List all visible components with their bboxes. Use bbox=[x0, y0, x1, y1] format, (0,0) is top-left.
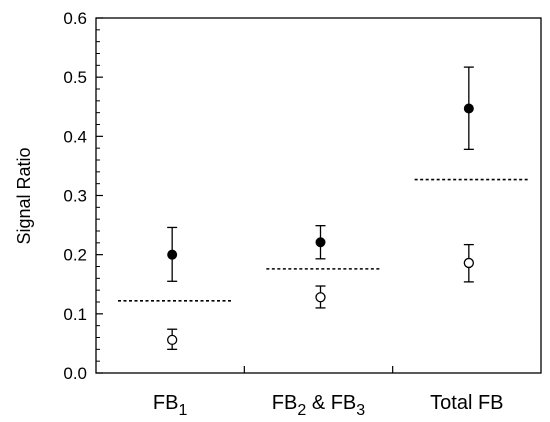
x-category-label: FB1 bbox=[153, 392, 188, 419]
filled-point bbox=[463, 103, 474, 114]
y-tick-label: 0.5 bbox=[63, 68, 87, 87]
y-tick-label: 0.4 bbox=[63, 127, 87, 146]
open-point bbox=[315, 292, 326, 303]
x-axis-labels: FB1 FB2 & FB3 Total FB bbox=[153, 392, 504, 419]
x-label-text: FB bbox=[272, 392, 298, 414]
x-label-subscript: 2 bbox=[297, 402, 306, 419]
x-category-label: Total FB bbox=[430, 392, 503, 414]
x-category-label: FB2 & FB3 bbox=[272, 392, 365, 419]
y-tick-label: 0.6 bbox=[63, 9, 87, 28]
filled-point bbox=[315, 237, 326, 248]
filled-point bbox=[167, 249, 178, 260]
y-tick-label: 0.1 bbox=[63, 305, 87, 324]
y-tick-label: 0.0 bbox=[63, 364, 87, 383]
y-tick-label: 0.3 bbox=[63, 187, 87, 206]
open-point bbox=[167, 334, 178, 346]
x-label-text: & FB bbox=[306, 392, 356, 414]
y-tick-label: 0.2 bbox=[63, 246, 87, 265]
x-label-subscript: 3 bbox=[356, 402, 365, 419]
y-axis-label: Signal Ratio bbox=[14, 147, 34, 244]
open-point bbox=[463, 257, 474, 269]
x-axis-ticks bbox=[243, 366, 394, 373]
x-label-text: Total FB bbox=[430, 392, 503, 414]
y-axis: 0.0 0.1 0.2 0.3 0.4 0.5 0.6 bbox=[63, 9, 103, 383]
x-label-text: FB bbox=[153, 392, 179, 414]
data-marks bbox=[118, 66, 528, 350]
plot-frame bbox=[95, 17, 542, 374]
x-label-subscript: 1 bbox=[178, 402, 187, 419]
